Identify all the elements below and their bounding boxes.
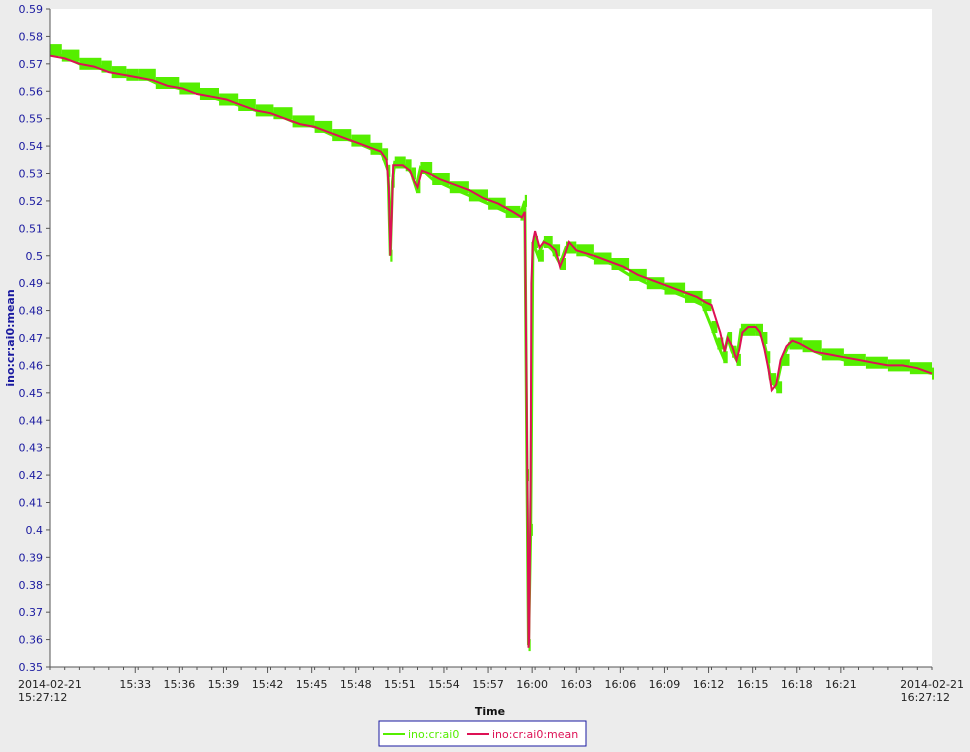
plot-area: [50, 9, 932, 667]
x-end-time-label: 16:27:12: [901, 691, 950, 704]
x-tick-label: 16:03: [560, 678, 592, 691]
x-tick-label: 16:12: [693, 678, 725, 691]
y-tick-label: 0.52: [19, 195, 44, 208]
ai0-data-band: [576, 244, 594, 257]
y-tick-label: 0.49: [19, 277, 44, 290]
y-tick-label: 0.51: [19, 222, 44, 235]
ai0-data-band: [101, 60, 112, 73]
ai0-data-band: [702, 299, 712, 312]
y-tick-label: 0.55: [19, 113, 44, 126]
ai0-data-band: [560, 258, 566, 270]
legend: ino:cr:ai0 ino:cr:ai0:mean: [378, 720, 587, 747]
y-tick-label: 0.53: [19, 168, 44, 181]
x-tick-label: 15:42: [252, 678, 284, 691]
x-tick-label: 15:33: [119, 678, 151, 691]
y-tick-label: 0.35: [19, 661, 44, 674]
legend-label-mean: ino:cr:ai0:mean: [492, 728, 578, 741]
ai0-data-band: [770, 373, 777, 386]
y-tick-label: 0.37: [19, 606, 44, 619]
ai0-data-band: [711, 321, 718, 333]
ai0-data-band: [782, 353, 790, 366]
y-tick-label: 0.41: [19, 497, 44, 510]
y-tick-label: 0.56: [19, 85, 44, 98]
y-axis-title: ino:cr:ai0:mean: [4, 289, 17, 386]
y-tick-label: 0.45: [19, 387, 44, 400]
ai0-data-band: [405, 159, 412, 172]
y-tick-label: 0.39: [19, 551, 44, 564]
ai0-data-band: [727, 332, 733, 344]
ai0-data-band: [50, 44, 62, 57]
ai0-data-band: [763, 332, 768, 344]
x-tick-label: 15:45: [296, 678, 328, 691]
y-tick-label: 0.38: [19, 579, 44, 592]
x-tick-label: 16:09: [649, 678, 681, 691]
y-tick-label: 0.43: [19, 442, 44, 455]
x-tick-label: 16:21: [825, 678, 857, 691]
y-tick-label: 0.44: [19, 414, 44, 427]
x-tick-label: 16:06: [605, 678, 637, 691]
x-tick-label: 15:39: [208, 678, 240, 691]
ai0-data-band: [370, 142, 383, 155]
y-tick-label: 0.4: [26, 524, 44, 537]
x-axis-ticks: 15:33 15:36 15:39 15:42 15:45 15:48 15:51 15:54…: [49, 667, 933, 691]
ai0-data-band: [723, 351, 728, 364]
ai0-data-band: [755, 323, 763, 336]
x-tick-label: 15:57: [472, 678, 504, 691]
x-start-date-label: 2014-02-21: [18, 678, 82, 691]
x-tick-label: 15:48: [340, 678, 372, 691]
y-tick-label: 0.59: [19, 3, 44, 16]
y-tick-label: 0.46: [19, 359, 44, 372]
ai0-data-band: [538, 249, 544, 262]
ai0-data-band: [314, 120, 333, 133]
y-tick-label: 0.57: [19, 58, 44, 71]
ai0-data-band: [717, 337, 724, 350]
x-start-time-label: 15:27:12: [18, 691, 67, 704]
ai0-data-band: [382, 148, 389, 161]
ai0-data-band: [736, 353, 741, 366]
y-tick-label: 0.48: [19, 305, 44, 318]
x-tick-label: 16:00: [516, 678, 548, 691]
y-tick-label: 0.36: [19, 634, 44, 647]
x-tick-label: 15:36: [164, 678, 196, 691]
y-tick-label: 0.5: [26, 250, 44, 263]
ai0-data-band: [543, 236, 553, 248]
x-tick-label: 16:15: [737, 678, 769, 691]
x-tick-label: 15:51: [384, 678, 416, 691]
x-tick-label: 16:18: [781, 678, 813, 691]
y-axis-ticks: 0.35 0.36 0.37 0.38 0.39 0.4 0.41 0.42 0.43 0.44 0…: [19, 3, 50, 674]
ai0-data-band: [411, 167, 416, 180]
x-tick-label: 15:54: [428, 678, 460, 691]
series-line-mean: [49, 54, 933, 648]
legend-label-ai0: ino:cr:ai0: [408, 728, 459, 741]
y-tick-label: 0.54: [19, 140, 44, 153]
ai0-data-band: [776, 381, 783, 394]
y-tick-label: 0.58: [19, 30, 44, 43]
ai0-data-band: [532, 236, 538, 248]
y-tick-label: 0.42: [19, 469, 44, 482]
y-tick-label: 0.47: [19, 332, 44, 345]
x-end-date-label: 2014-02-21: [900, 678, 964, 691]
ai0-data-band: [420, 162, 433, 174]
ai0-data-band: [932, 367, 934, 380]
x-axis-title: Time: [475, 705, 505, 718]
